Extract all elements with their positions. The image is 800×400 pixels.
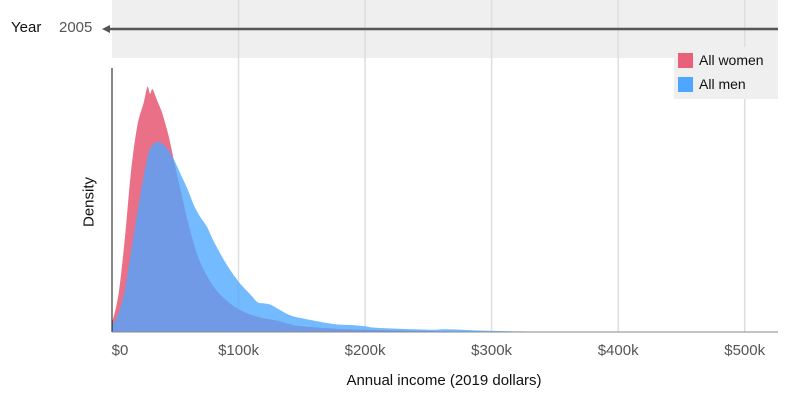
x-tick-label: $100k <box>218 342 259 359</box>
x-tick-label: $300k <box>471 342 513 359</box>
x-tick-label: $500k <box>724 342 766 359</box>
density-areas <box>112 86 770 333</box>
legend-label-women: All women <box>699 52 764 68</box>
legend: All women All men <box>674 47 778 99</box>
legend-swatch-women <box>678 52 693 68</box>
x-axis-label: Annual income (2019 dollars) <box>346 372 542 389</box>
x-tick-label: $400k <box>597 342 639 359</box>
x-gridlines <box>237 0 746 332</box>
year-label: Year <box>11 19 42 36</box>
legend-item-men[interactable]: All men <box>678 75 746 93</box>
axes <box>111 68 778 333</box>
x-tick-label: $200k <box>344 342 386 359</box>
x-tick-label: $0 <box>111 342 129 359</box>
legend-item-women[interactable]: All women <box>678 51 764 69</box>
legend-label-men: All men <box>699 76 746 92</box>
density-area-men[interactable] <box>112 141 770 332</box>
year-slider-handle-icon[interactable] <box>102 25 110 33</box>
y-axis-label: Density <box>80 176 98 228</box>
year-value[interactable]: 2005 <box>59 19 93 36</box>
legend-swatch-men <box>678 76 693 92</box>
